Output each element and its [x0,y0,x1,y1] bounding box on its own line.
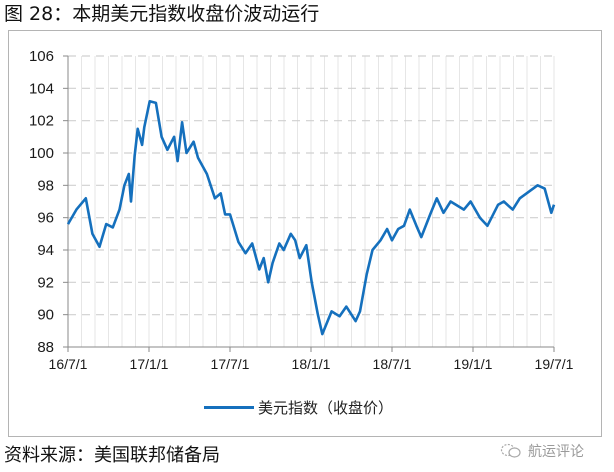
svg-text:104: 104 [29,80,54,97]
svg-text:94: 94 [37,242,54,259]
watermark: 航运评论 [500,441,584,461]
wechat-icon [500,443,521,458]
svg-text:98: 98 [37,177,54,194]
chart-legend: 美元指数（收盘价） [204,395,393,419]
watermark-text: 航运评论 [528,444,584,460]
svg-text:96: 96 [37,210,54,227]
svg-text:18/1/1: 18/1/1 [292,356,331,372]
svg-text:90: 90 [37,307,54,324]
svg-text:88: 88 [37,339,54,356]
svg-text:17/1/1: 17/1/1 [130,356,169,372]
chart-frame [8,30,602,437]
usd-index-line [66,100,556,336]
svg-text:19/7/1: 19/7/1 [535,356,574,372]
svg-text:19/1/1: 19/1/1 [454,356,493,372]
source-note: 资料来源：美国联邦储备局 [4,445,220,466]
svg-text:106: 106 [29,48,54,65]
chart-gridlines [67,55,555,347]
legend-line-swatch [204,405,254,409]
x-axis-tick-labels: 16/7/1 17/1/1 17/7/1 18/1/1 18/7/1 19/1/1 19/7… [49,356,574,372]
figure-title: 图 28：本期美元指数收盘价波动运行 [4,3,320,25]
svg-text:18/7/1: 18/7/1 [373,356,412,372]
svg-text:102: 102 [29,113,54,130]
legend-label: 美元指数（收盘价） [258,398,394,417]
svg-text:100: 100 [29,145,54,162]
svg-text:16/7/1: 16/7/1 [49,356,88,372]
chart-axes [63,55,555,352]
y-axis-tick-labels: 88 90 92 94 96 98 100 102 104 106 [29,48,54,356]
svg-text:17/7/1: 17/7/1 [211,356,250,372]
svg-text:92: 92 [37,274,54,291]
